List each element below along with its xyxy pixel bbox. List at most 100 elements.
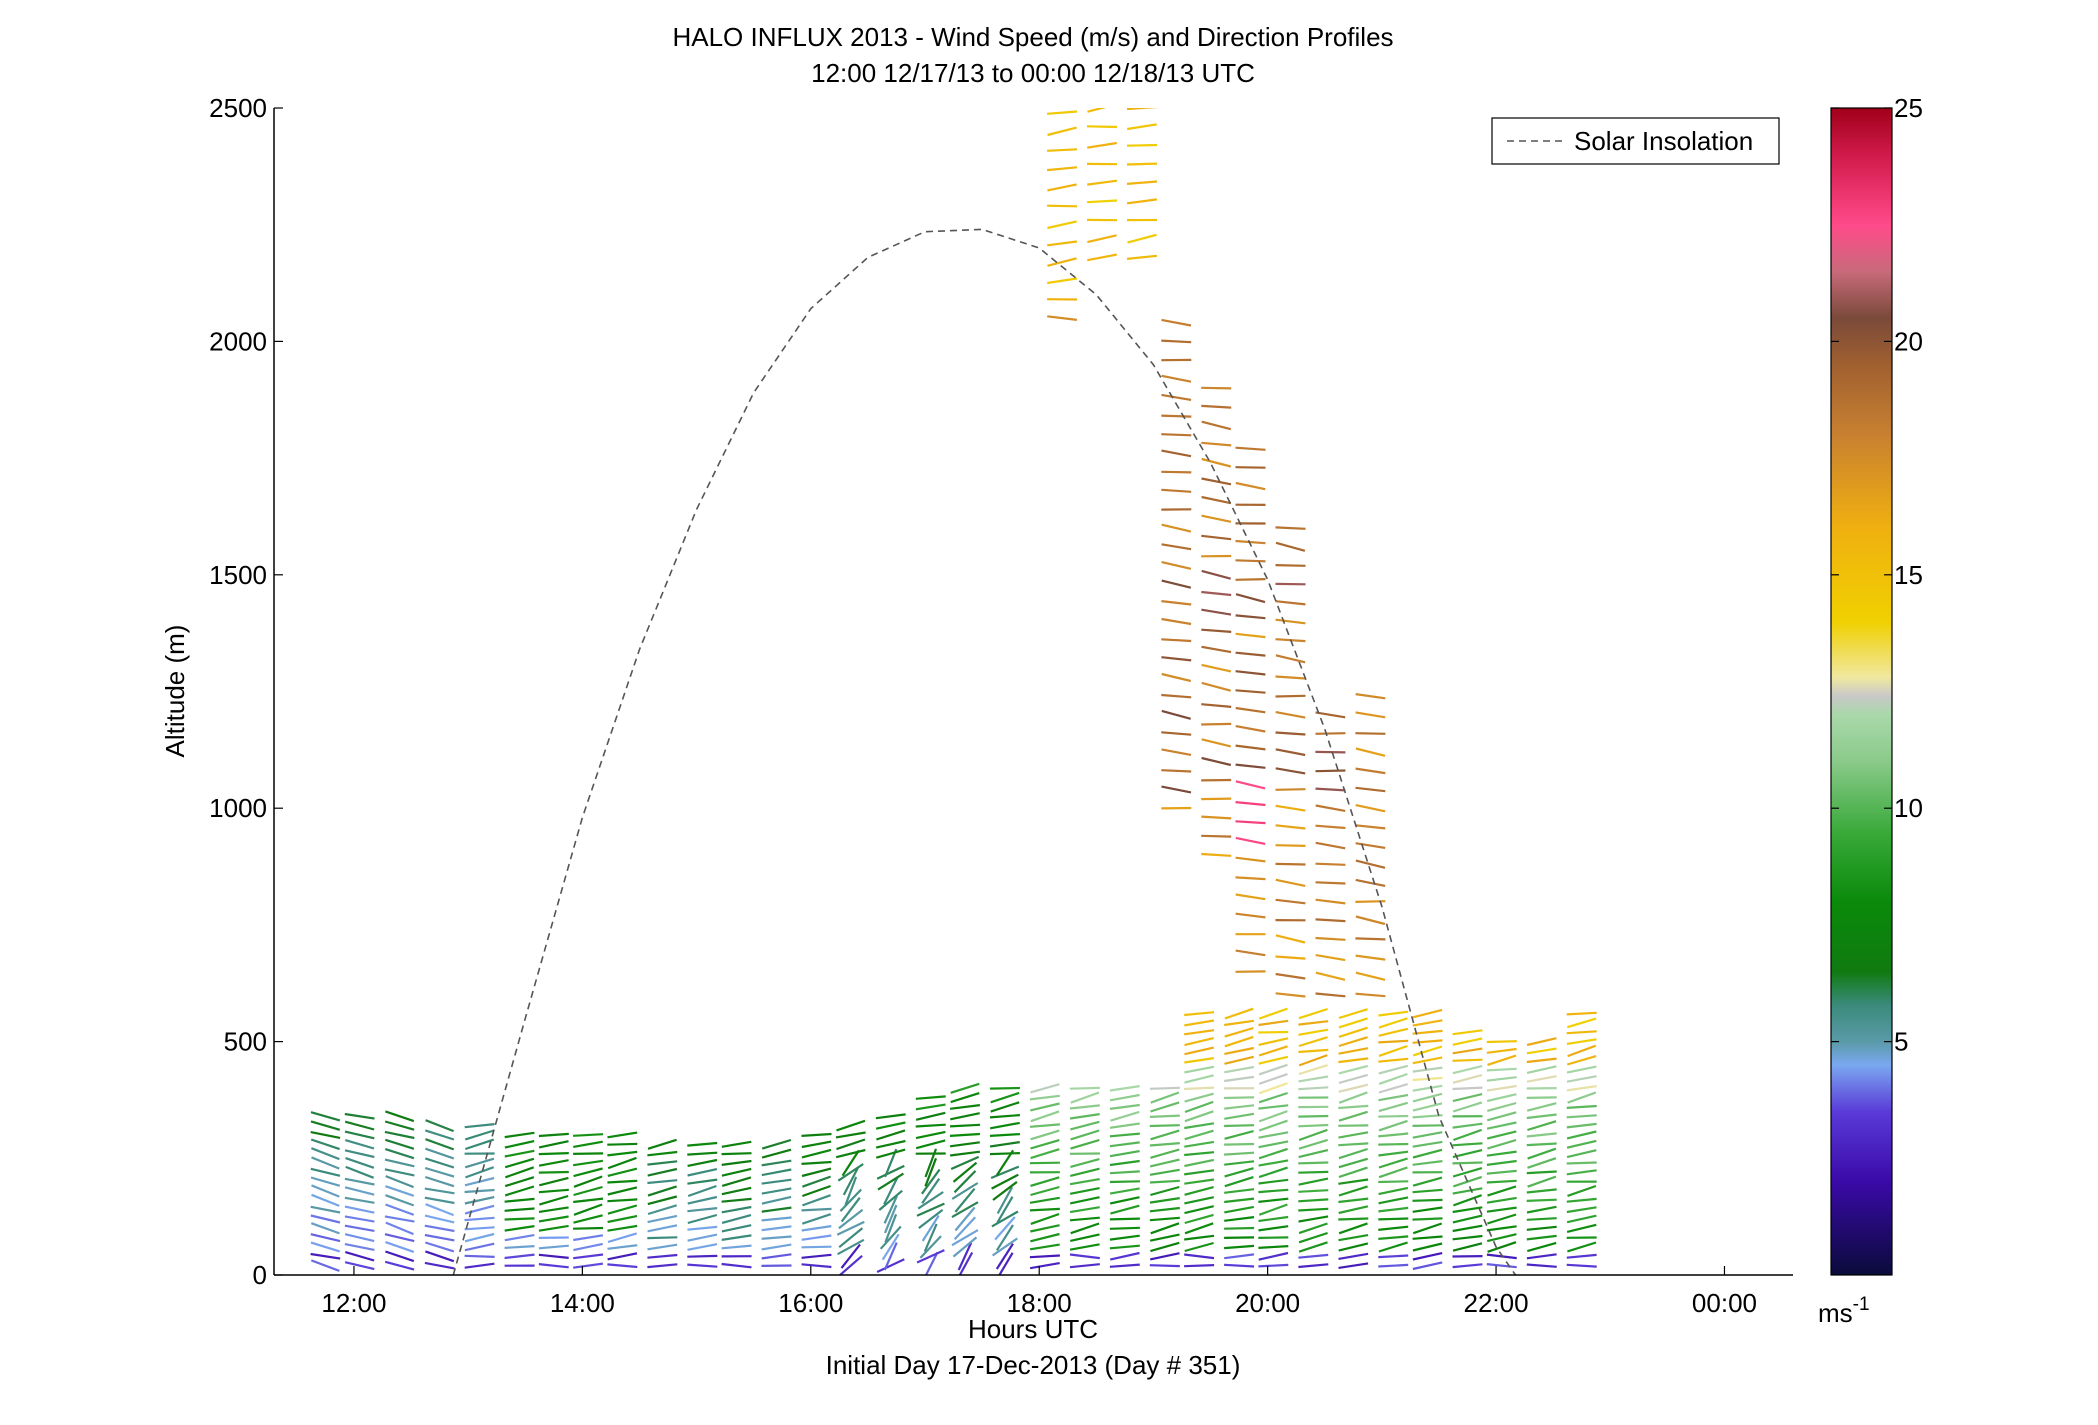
wind-barb (1070, 1167, 1100, 1177)
wind-barb (607, 1232, 638, 1244)
wind-barb (1201, 404, 1232, 409)
wind-barb (687, 1263, 718, 1268)
wind-barb (1452, 1058, 1483, 1062)
wind-barb (504, 1176, 535, 1188)
wind-barb (875, 1139, 906, 1149)
wind-barb (915, 1103, 946, 1111)
wind-barb (1275, 862, 1306, 866)
wind-barb (1452, 1161, 1483, 1165)
wind-barb (1412, 1056, 1443, 1065)
wind-barb (1201, 590, 1232, 597)
wind-barb (344, 1149, 375, 1159)
wind-barb (1161, 523, 1192, 533)
wind-barb (1258, 1225, 1289, 1232)
wind-barbs (310, 108, 1597, 1275)
wind-barb (838, 1227, 864, 1249)
y-axis-label: Altitude (m) (160, 625, 190, 758)
wind-barb (1224, 1205, 1255, 1214)
wind-barb (1298, 1198, 1329, 1203)
wind-barb (1224, 1226, 1255, 1230)
wind-barb (761, 1148, 792, 1159)
wind-barb (1184, 1158, 1215, 1168)
wind-barb (1452, 1101, 1483, 1113)
wind-barb (1201, 569, 1231, 580)
wind-barb (953, 1216, 977, 1241)
wind-barb (1184, 1169, 1215, 1176)
wind-barb (1184, 1234, 1215, 1241)
wind-barb (1161, 617, 1192, 626)
wind-barb (837, 1163, 864, 1182)
wind-barb (1566, 1214, 1597, 1224)
wind-barb (721, 1140, 752, 1148)
wind-barb (1161, 543, 1192, 551)
wind-barb (1526, 1113, 1557, 1120)
wind-barb (990, 1101, 1020, 1113)
y-axis-ticks: 0 500 1000 1500 2000 2500 (209, 93, 283, 1290)
wind-barb (1030, 1212, 1060, 1225)
wind-barb (883, 1204, 898, 1234)
wind-barb (1258, 1131, 1289, 1139)
wind-barb (1275, 788, 1306, 791)
wind-barb (721, 1244, 752, 1250)
wind-barb (1109, 1093, 1140, 1102)
wind-barb (1275, 824, 1306, 830)
wind-barb (1487, 1111, 1517, 1122)
wind-barb (1412, 1076, 1443, 1082)
wind-barb (1149, 1197, 1180, 1204)
wind-barb (385, 1203, 415, 1216)
wind-barb (1258, 1110, 1288, 1123)
wind-barb (1224, 1075, 1255, 1083)
wind-barb (647, 1195, 678, 1206)
wind-barb (344, 1130, 375, 1140)
wind-barb (1412, 1039, 1443, 1044)
wind-barb (1184, 1065, 1215, 1074)
wind-barb (1109, 1251, 1140, 1261)
wind-barb (1224, 1096, 1255, 1100)
wind-barb (538, 1244, 569, 1250)
wind-barb (464, 1129, 495, 1141)
wind-barb (1109, 1226, 1140, 1230)
wind-barb (989, 1133, 1020, 1137)
wind-barb (687, 1225, 718, 1231)
wind-barb (1378, 1010, 1409, 1017)
wind-barb (1161, 414, 1192, 418)
wind-barb (385, 1194, 415, 1207)
wind-barb (1452, 1167, 1483, 1178)
wind-barb (1184, 1074, 1214, 1084)
wind-barb (1235, 651, 1266, 657)
wind-barb (1298, 1253, 1329, 1259)
wind-barb (1275, 878, 1306, 887)
colorbar-tick-label: 25 (1894, 93, 1923, 123)
wind-barb (1070, 1158, 1100, 1168)
wind-barb (1486, 1159, 1517, 1166)
wind-barb (949, 1123, 981, 1128)
wind-barb (923, 1223, 938, 1252)
wind-barb (1412, 1008, 1443, 1019)
wind-barb (1298, 1241, 1328, 1253)
wind-barb (310, 1111, 341, 1122)
wind-barb (1258, 1045, 1288, 1057)
wind-barb (647, 1185, 677, 1197)
wind-barb (1258, 1178, 1289, 1185)
colorbar-ticks: 5 10 15 20 25 (1831, 93, 1923, 1057)
wind-barb (1378, 1241, 1408, 1253)
wind-barb (1069, 1206, 1100, 1214)
wind-barb (1109, 1132, 1140, 1138)
wind-barb (836, 1138, 866, 1151)
wind-barb (991, 1237, 1018, 1257)
wind-barb (801, 1207, 832, 1212)
wind-barb (1338, 1091, 1368, 1104)
wind-barb (311, 1193, 340, 1207)
wind-barb (1258, 1063, 1288, 1076)
wind-barb (1224, 1046, 1255, 1055)
wind-barb (1378, 1044, 1408, 1057)
wind-barb (424, 1166, 455, 1178)
y-tick-label: 500 (224, 1027, 267, 1057)
wind-barb (1378, 1186, 1409, 1196)
wind-barb (1298, 1028, 1329, 1036)
wind-barb (1201, 681, 1231, 692)
wind-barb (1298, 1207, 1329, 1212)
wind-barb (1069, 1086, 1100, 1090)
wind-barb (1527, 1175, 1557, 1188)
wind-barb (384, 1260, 415, 1271)
